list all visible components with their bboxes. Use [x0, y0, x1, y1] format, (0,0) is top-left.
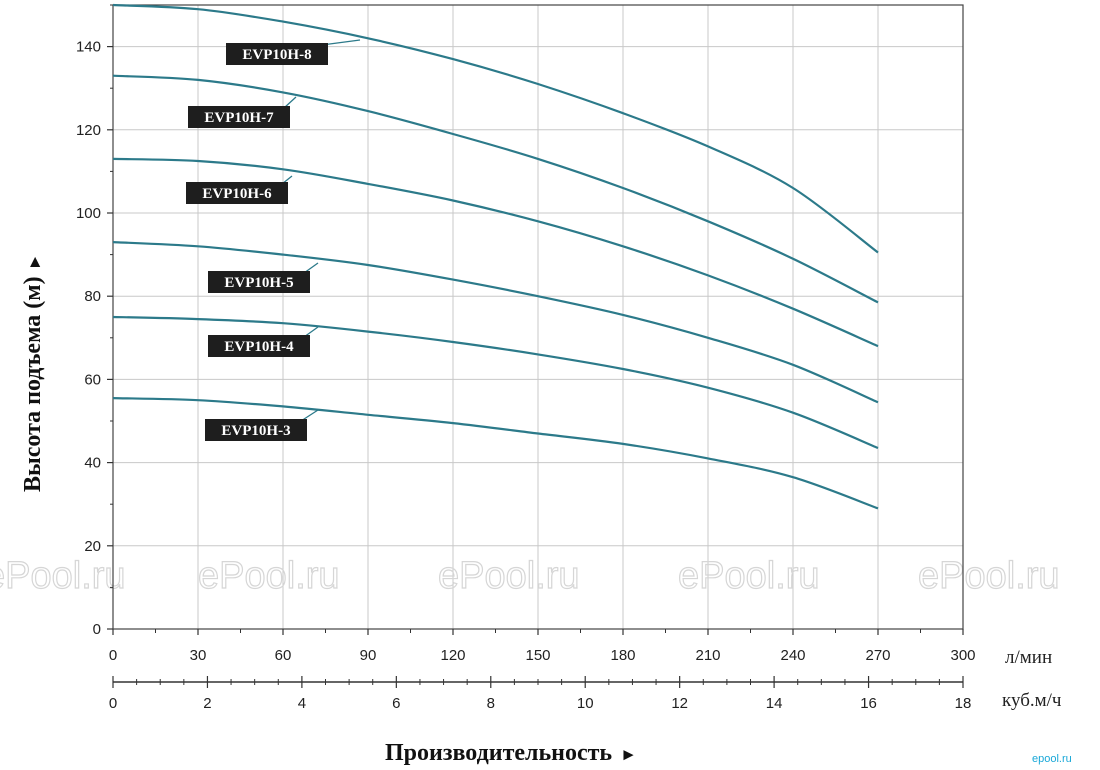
x2-tick-label: 4 [298, 695, 306, 712]
label-leader-line [321, 39, 361, 46]
x-axis-title-text: Производительность [385, 740, 612, 766]
series-line-evp10h-7 [112, 74, 879, 304]
x-unit-label: л/мин [1005, 647, 1052, 668]
watermark-text: ePool.ru [0, 555, 126, 597]
y-tick-label: 140 [76, 39, 101, 56]
watermark-text: ePool.ru [438, 555, 580, 597]
y-axis-title: Высота подъема (м) ► [20, 254, 46, 492]
x-tick-label: 150 [525, 647, 550, 664]
x2-tick-label: 0 [109, 695, 117, 712]
y-tick-label: 120 [76, 122, 101, 139]
label-text: EVP10H-4 [224, 339, 294, 355]
y-tick-label: 100 [76, 205, 101, 222]
series-line-evp10h-5 [112, 241, 879, 404]
series-layer [112, 3, 879, 510]
x-axis-arrow: ► [620, 745, 637, 764]
watermark-text: ePool.ru [678, 555, 820, 597]
series-labels: EVP10H-8 EVP10H-7 EVP10H-6 EVP10H-5 EVP10H-4… [186, 39, 361, 441]
x2-tick-label: 18 [955, 695, 972, 712]
x2-tick-label: 12 [671, 695, 688, 712]
x-axis-title: Производительность ► [385, 740, 637, 766]
label-box [186, 182, 288, 204]
x-tick-label: 300 [950, 647, 975, 664]
y-tick-label: 40 [84, 455, 101, 472]
watermarks: ePool.ru ePool.ru ePool.ru ePool.ru ePool.ru [0, 554, 1060, 597]
grid [112, 5, 964, 630]
series-line-evp10h-8 [112, 3, 879, 254]
label-box [226, 43, 328, 65]
x-tick-label: 30 [190, 647, 207, 664]
y-tick-label: 60 [84, 371, 101, 388]
series-label-evp10h-3: EVP10H-3 [205, 409, 319, 441]
series-label-evp10h-8: EVP10H-8 [226, 39, 361, 65]
label-text: EVP10H-8 [242, 47, 311, 63]
label-text: EVP10H-3 [221, 423, 290, 439]
x2-unit-label: куб.м/ч [1002, 690, 1062, 711]
x-tick-label: 60 [275, 647, 292, 664]
label-box [205, 419, 307, 441]
x2-tick-label: 14 [766, 695, 783, 712]
y-tick-label: 80 [84, 288, 101, 305]
corner-watermark: epool.ru [1032, 753, 1072, 765]
y-axis-arrow: ► [25, 254, 44, 271]
label-box [208, 335, 310, 357]
series-label-evp10h-5: EVP10H-5 [208, 262, 319, 293]
x2-tick-label: 10 [577, 695, 594, 712]
x-tick-label: 120 [440, 647, 465, 664]
x-tick-label: 240 [780, 647, 805, 664]
y-tick-label: 20 [84, 538, 101, 555]
x2-tick-label: 16 [860, 695, 877, 712]
series-line-evp10h-6 [112, 157, 879, 348]
series-line-evp10h-3 [112, 397, 879, 510]
x2-tick-label: 2 [203, 695, 211, 712]
x2-tick-label: 8 [487, 695, 495, 712]
series-label-evp10h-4: EVP10H-4 [208, 326, 319, 357]
x2-tick-label: 6 [392, 695, 400, 712]
x-tick-label: 180 [610, 647, 635, 664]
y-tick-label: 0 [93, 621, 101, 638]
label-text: EVP10H-7 [204, 110, 274, 126]
x-tick-label: 0 [109, 647, 117, 664]
x-tick-label: 270 [865, 647, 890, 664]
watermark-text: ePool.ru [918, 555, 1060, 597]
y-axis-title-text: Высота подъема (м) [20, 276, 46, 492]
watermark-text: ePool.ru [198, 555, 340, 597]
label-box [188, 106, 290, 128]
x-tick-label: 210 [695, 647, 720, 664]
series-line-evp10h-4 [112, 315, 879, 450]
label-text: EVP10H-5 [224, 275, 293, 291]
label-text: EVP10H-6 [202, 186, 272, 202]
series-label-evp10h-7: EVP10H-7 [188, 96, 297, 128]
series-label-evp10h-6: EVP10H-6 [186, 175, 293, 204]
label-box [208, 271, 310, 293]
x-tick-label: 90 [360, 647, 377, 664]
